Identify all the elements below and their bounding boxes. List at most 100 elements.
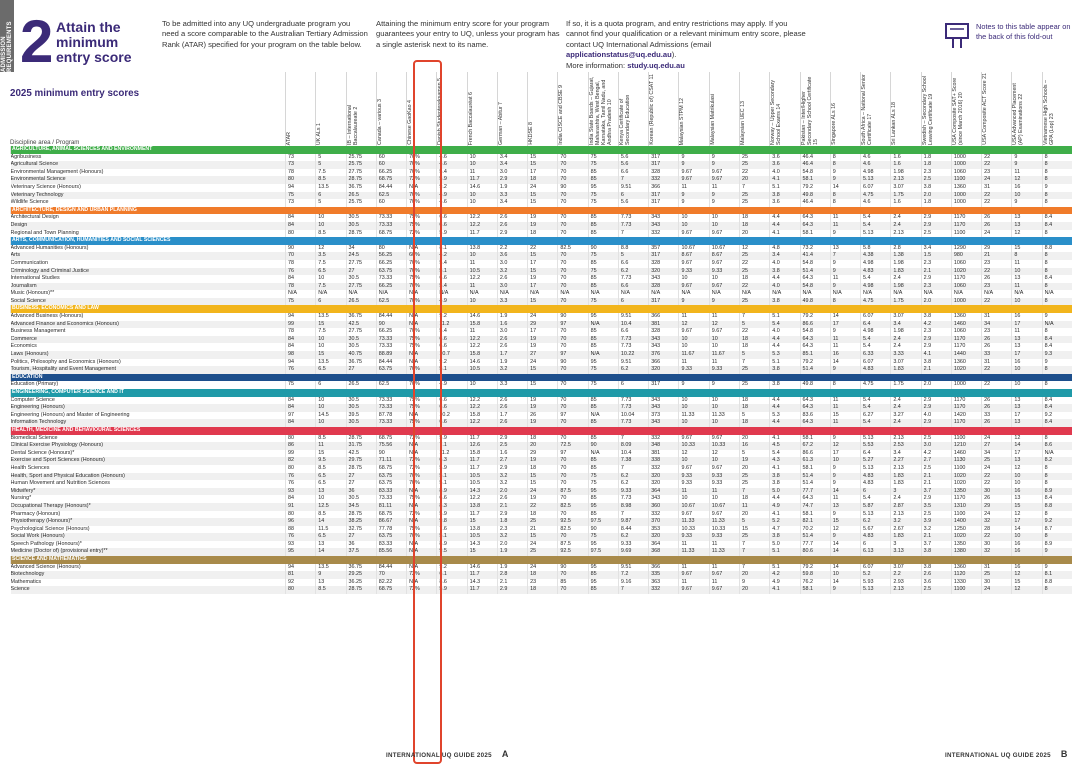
score-cell: 10 <box>1011 381 1043 389</box>
score-cell: 11 <box>466 282 498 291</box>
program-name: Veterinary Technology <box>10 191 286 200</box>
score-cell: 9 <box>1011 153 1043 162</box>
admissions-email-link[interactable]: applicationstatus@uq.edu.au <box>566 50 672 60</box>
score-cell: 75 <box>587 480 619 488</box>
score-cell: 2.5 <box>920 586 952 595</box>
score-cell: 24 <box>527 563 558 572</box>
score-cell: 8 <box>1011 252 1043 260</box>
score-cell: 8 <box>1041 464 1073 473</box>
score-cell: 1330 <box>950 578 982 587</box>
score-cell: 70 <box>557 464 589 473</box>
score-cell: 9.67 <box>708 434 740 443</box>
score-cell: 17 <box>1011 351 1043 359</box>
score-cell: 61.3 <box>799 457 831 465</box>
score-cell: 79.2 <box>799 313 831 321</box>
score-cell: 11 <box>708 563 740 572</box>
score-cell: 10.67 <box>678 244 710 253</box>
score-cell: 19 <box>527 396 558 405</box>
score-cell: 1020 <box>950 533 982 541</box>
score-cell: 4.0 <box>769 328 801 336</box>
score-cell: 7.73 <box>617 335 649 344</box>
score-cell: 381 <box>648 449 679 458</box>
score-cell: 38.25 <box>345 518 377 526</box>
score-cell: 36.75 <box>345 183 377 192</box>
score-cell: 70 <box>557 396 589 405</box>
table-row: Engineering (Honours) and Master of Engi… <box>11 411 1073 420</box>
score-cell: 7.73 <box>617 396 649 405</box>
score-cell: 2.93 <box>890 578 922 587</box>
score-cell: 2.2 <box>890 571 922 579</box>
score-cell: 13.8 <box>466 502 498 511</box>
score-cell: 3.7 <box>920 540 952 549</box>
score-cell: 343 <box>648 495 679 503</box>
score-cell: 11.33 <box>678 548 710 557</box>
score-cell: 73.33 <box>375 404 407 412</box>
score-cell: 8 <box>1041 480 1073 488</box>
score-cell: 22 <box>738 328 770 336</box>
program-name: Psychological Science (Honours) <box>10 525 90 532</box>
score-cell: 22 <box>527 502 558 511</box>
score-cell: 5.0 <box>769 540 801 549</box>
score-cell: 10.67 <box>708 244 740 253</box>
column-header-label: Korean (Republic of) CSAT 11 <box>649 74 656 145</box>
column-header: HKDSE 8 <box>527 72 558 146</box>
score-cell: 11 <box>829 221 861 230</box>
score-cell: 15 <box>1011 502 1043 511</box>
score-cell: 6.33 <box>860 351 891 359</box>
score-cell: 14 <box>829 540 861 549</box>
score-cell: 7.73 <box>617 221 649 230</box>
score-cell: 10 <box>466 153 498 162</box>
score-cell: 11.5 <box>315 525 347 534</box>
entry-scores-table: ATAR UK ALs 1 IB – International Baccalaur… <box>10 72 1073 595</box>
table-row: Physiotherapy (Honours)* 96 14 38.25 86.67 N/… <box>10 518 1073 526</box>
score-cell: 10 <box>678 457 710 465</box>
table-row: Science 80 8.5 28.75 68.75 72% 5.9 11.7 2.9 18 70 8… <box>10 586 1073 595</box>
score-cell: 2.4 <box>890 495 922 503</box>
score-cell: 62.5 <box>375 297 407 306</box>
program-name: Dental Science (Honours)* <box>10 449 75 456</box>
score-cell: 76 <box>284 267 316 276</box>
score-cell: 1.83 <box>890 267 922 276</box>
score-cell: 2.4 <box>890 404 922 412</box>
column-header: Malaysian UEC 13 <box>738 72 770 146</box>
score-cell: 8.9 <box>436 540 468 549</box>
score-cell: 1.5 <box>920 252 952 260</box>
score-cell: 7.2 <box>617 571 649 579</box>
score-cell: 15 <box>527 297 558 306</box>
score-cell: 9.67 <box>678 328 710 336</box>
program-name: Architectural Design <box>10 214 59 221</box>
score-cell: 12.2 <box>466 419 498 427</box>
column-header-label: India CISCE and CBSE 9 <box>558 85 565 145</box>
score-cell: 30.5 <box>345 221 377 230</box>
score-cell: 6.2 <box>617 480 649 488</box>
score-cell: 99 <box>284 449 316 458</box>
score-cell: 8 <box>1041 168 1073 177</box>
score-cell: 10 <box>1011 191 1043 200</box>
score-cell: 9.67 <box>708 510 740 519</box>
score-cell: 7.38 <box>617 457 649 465</box>
score-cell: 6.6 <box>436 275 468 283</box>
score-cell: 8 <box>1041 510 1073 519</box>
score-cell: 51.4 <box>799 533 831 541</box>
program-name: Advanced Science (Honours) <box>10 563 81 570</box>
score-cell: 9.67 <box>708 176 740 184</box>
score-cell: 85 <box>557 578 589 587</box>
program-name: Biotechnology <box>10 571 286 579</box>
score-cell: 9 <box>829 464 861 473</box>
score-cell: 4.75 <box>860 191 891 200</box>
study-link[interactable]: study.uq.edu.au <box>627 60 685 70</box>
score-cell: 34 <box>345 244 377 253</box>
score-cell: 46.4 <box>799 161 831 169</box>
score-cell: 82.5 <box>557 244 589 253</box>
score-cell: 9 <box>678 191 710 200</box>
score-cell: 14 <box>829 358 861 367</box>
score-cell: 364 <box>648 540 679 549</box>
score-cell: 4.0 <box>769 168 801 177</box>
score-cell: 353 <box>648 525 679 534</box>
score-cell: 317 <box>648 153 679 162</box>
score-cell: 70 <box>557 168 589 177</box>
score-cell: 15 <box>527 480 558 488</box>
score-cell: 30.5 <box>345 419 377 427</box>
score-cell: 66.25 <box>375 259 407 268</box>
table-row: Laws (Honours) 98 15 40.75 88.89 N/A 10.7 15.8 1… <box>10 351 1073 359</box>
